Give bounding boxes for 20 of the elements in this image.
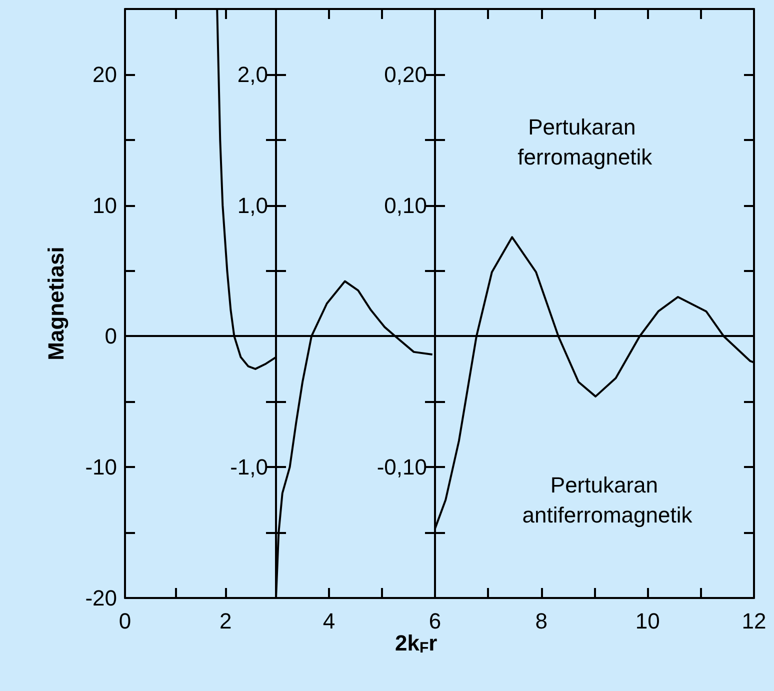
x-tick-label: 6 <box>428 608 442 634</box>
x-tick-label: 4 <box>322 608 336 634</box>
x-tick-label: 8 <box>535 608 548 634</box>
y-tick-label: -1,0 <box>230 454 268 480</box>
y-tick-label: -0,10 <box>376 454 427 480</box>
x-tick-label: 12 <box>742 608 766 634</box>
y-tick-label: 0 <box>104 324 117 349</box>
y-tick-label: 10 <box>92 192 117 218</box>
y-tick-label: 1,0 <box>237 192 268 218</box>
x-tick-label: 2 <box>220 608 232 634</box>
annotation: Pertukaran ferromagnetik <box>518 114 654 170</box>
y-tick-label: 0,10 <box>384 192 427 218</box>
y-tick-label: -10 <box>85 454 117 480</box>
y-axis-title: Magnetiasi <box>44 246 68 360</box>
y-tick-label: 2,0 <box>237 62 268 87</box>
annotation: Pertukaran antiferromagnetik <box>522 472 694 528</box>
y-tick-label: 0,20 <box>384 62 427 87</box>
y-tick-label: -20 <box>85 586 117 610</box>
y-tick-label: 20 <box>92 62 117 87</box>
x-tick-label: 10 <box>635 608 660 634</box>
